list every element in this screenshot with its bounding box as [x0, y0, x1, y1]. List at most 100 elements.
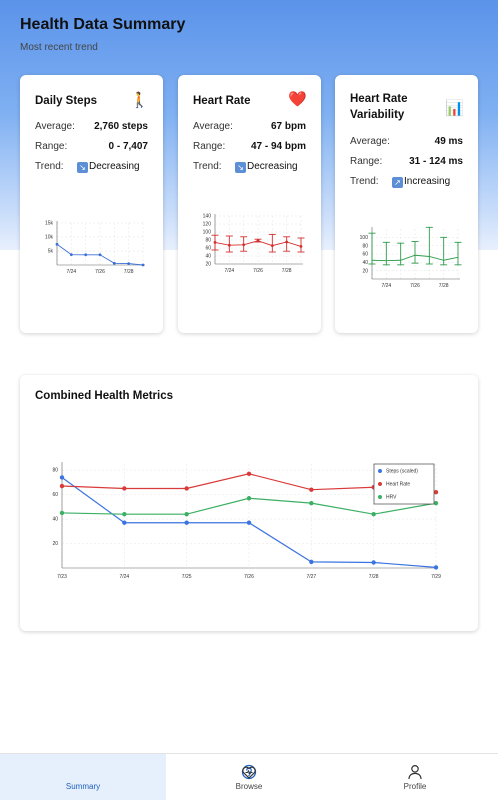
x-tick-label: 7/28 [282, 268, 292, 274]
error-bar [454, 241, 462, 266]
data-point [127, 262, 131, 265]
data-point [246, 520, 252, 525]
data-point [246, 496, 252, 501]
y-tick-label: 15k [45, 221, 54, 227]
y-tick-label: 80 [362, 243, 368, 249]
y-tick-label: 5k [48, 249, 54, 255]
data-point [59, 483, 65, 489]
x-tick-label: 7/24 [224, 268, 234, 274]
tab-profile[interactable]: Profile [332, 754, 498, 800]
legend-label: Steps (scaled) [386, 469, 418, 475]
x-tick-label: 7/26 [95, 269, 105, 275]
data-point [256, 239, 260, 243]
steps-mini-chart: 15k 10k 5k 7/24 7/26 7/28 [45, 221, 145, 275]
average-value: 2,760 steps [94, 121, 148, 132]
trend-label: Trend: [350, 176, 379, 187]
combined-title: Combined Health Metrics [35, 390, 174, 402]
combined-metrics-card: Combined Health Metrics 80 60 40 20 7/23 7/24… [20, 375, 478, 631]
heart-icon: ❤️ [288, 91, 307, 108]
y-tick-label: 100 [203, 230, 212, 236]
data-point [84, 253, 88, 257]
data-point [122, 511, 127, 517]
y-tick-label: 60 [52, 492, 58, 498]
error-bar [297, 237, 305, 253]
data-point [184, 520, 189, 525]
data-point [285, 240, 289, 244]
data-point [59, 510, 65, 516]
hrv-card[interactable]: Heart Rate Variability 📊 Average: 49 ms R… [335, 75, 478, 333]
trend-text: Decreasing [247, 161, 298, 172]
y-tick-label: 120 [203, 222, 212, 228]
daily-steps-card[interactable]: Daily Steps 🚶 Average: 2,760 steps Range:… [20, 75, 163, 333]
card-title: Heart Rate [193, 95, 251, 107]
legend-marker [378, 482, 382, 486]
chart-legend: Steps (scaled) Heart Rate HRV [373, 463, 435, 505]
grid [56, 222, 144, 265]
data-point [270, 244, 274, 247]
error-bar [397, 242, 405, 266]
x-tick-label: 7/24 [381, 283, 391, 289]
data-point [309, 487, 314, 492]
data-point [69, 253, 73, 257]
data-point [371, 511, 376, 517]
combined-chart: 80 60 40 20 7/23 7/24 7/25 7/26 7/27 7/28 7/29 Step… [52, 462, 441, 580]
y-tick-label: 140 [203, 214, 212, 220]
average-value: 67 bpm [270, 121, 306, 132]
data-point [184, 486, 189, 491]
x-tick-label: 7/23 [57, 574, 67, 580]
x-tick-label: 7/26 [410, 283, 420, 289]
data-point [309, 500, 314, 506]
data-point [299, 245, 303, 248]
error-bar [425, 226, 433, 265]
legend-marker [378, 469, 382, 473]
range-value: 0 - 7,407 [108, 141, 148, 152]
legend-box [373, 463, 435, 505]
trend-text: Decreasing [89, 161, 140, 172]
range-value: 47 - 94 bpm [250, 141, 306, 152]
person-icon [408, 765, 422, 780]
tab-summary[interactable]: Summary [0, 754, 257, 800]
y-tick-label: 60 [205, 246, 211, 252]
walking-person-icon: 🚶 [130, 92, 149, 109]
y-tick-label: 20 [52, 541, 58, 547]
series-line-2 [371, 254, 459, 262]
data-point [433, 565, 439, 570]
average-label: Average: [193, 121, 233, 132]
data-point [112, 261, 116, 265]
error-bar [283, 236, 291, 252]
data-point [213, 241, 217, 244]
tab-label: Browse [235, 782, 263, 791]
x-tick-label: 7/24 [119, 574, 129, 580]
average-value: 49 ms [434, 136, 463, 147]
trend-text: Increasing [404, 176, 451, 187]
heart-rate-card[interactable]: Heart Rate ❤️ Average: 67 bpm Range: 47 - … [178, 75, 321, 333]
tab-bar: Summary Browse Profile [0, 753, 498, 800]
average-label: Average: [350, 136, 390, 147]
y-tick-label: 10k [45, 235, 54, 241]
error-bar [411, 241, 419, 264]
y-tick-label: 40 [205, 254, 211, 260]
y-tick-label: 40 [362, 260, 368, 266]
data-point [242, 243, 246, 247]
page-title: Health Data Summary [20, 16, 186, 33]
x-tick-label: 7/28 [124, 269, 134, 275]
legend-marker [378, 495, 382, 499]
data-point [227, 243, 231, 247]
data-point [309, 559, 314, 565]
trend-label: Trend: [193, 161, 222, 172]
data-point [55, 242, 59, 246]
card-title: Daily Steps [35, 95, 97, 107]
tab-browse[interactable]: Browse [166, 754, 332, 800]
data-point [246, 471, 252, 476]
y-tick-label: 80 [205, 238, 211, 244]
data-point [98, 253, 102, 257]
legend-label: Heart Rate [386, 482, 410, 488]
heart-rate-mini-chart: 140 120 100 80 60 40 20 7/24 7/26 7/28 [203, 214, 305, 274]
x-tick-label: 7/26 [244, 574, 254, 580]
data-point [371, 560, 376, 565]
y-tick-label: 100 [360, 235, 369, 241]
tab-label: Profile [403, 782, 427, 791]
data-point [122, 486, 127, 491]
range-label: Range: [193, 141, 226, 152]
y-tick-label: 20 [205, 262, 211, 268]
